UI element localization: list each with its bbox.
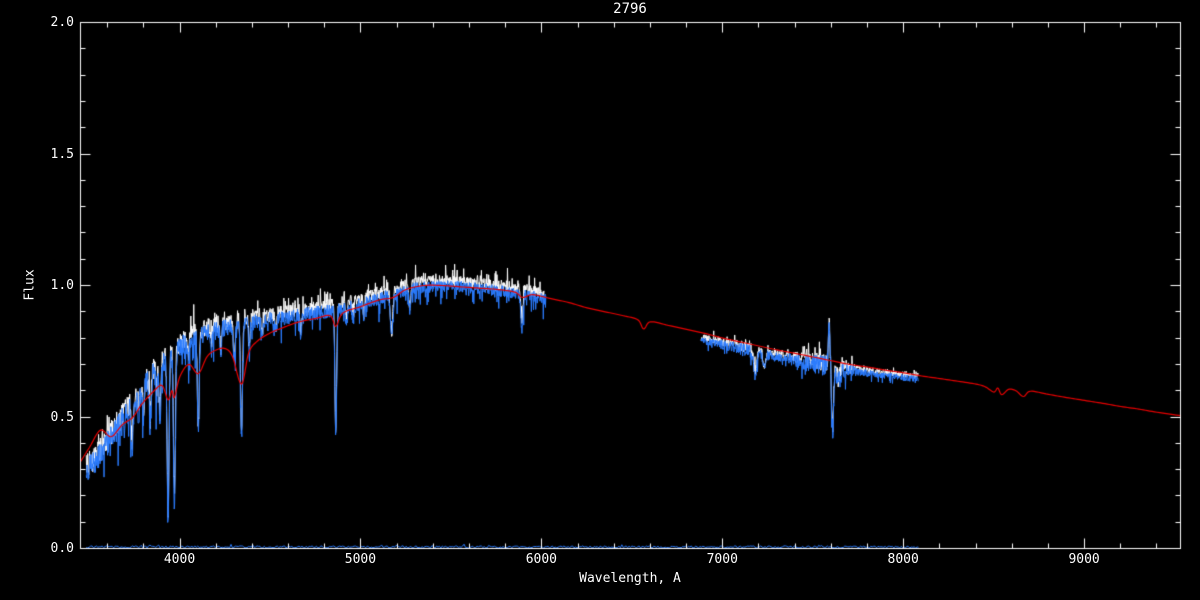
y-tick-label: 2.0 xyxy=(50,15,74,30)
x-tick-label: 5000 xyxy=(344,552,377,567)
x-tick-label: 9000 xyxy=(1068,552,1100,567)
x-tick-label: 7000 xyxy=(706,552,738,567)
x-tick-label: 8000 xyxy=(887,552,919,567)
y-tick-label: 0.0 xyxy=(50,541,74,556)
y-tick-label: 0.5 xyxy=(50,409,74,425)
x-axis-label: Wavelength, A xyxy=(579,571,681,586)
x-tick-label: 6000 xyxy=(525,552,557,567)
y-tick-label: 1.5 xyxy=(50,146,74,162)
x-tick-label: 4000 xyxy=(163,552,196,567)
plot-title: 2796 xyxy=(613,1,647,17)
y-tick-label: 1.0 xyxy=(50,278,74,293)
